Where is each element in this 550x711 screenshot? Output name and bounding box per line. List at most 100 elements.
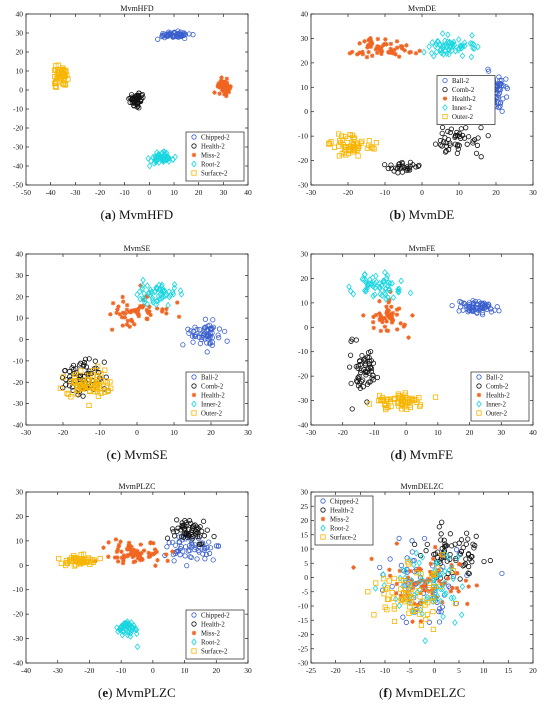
x-tick-label: 5 — [457, 666, 461, 675]
point-miss-2 — [141, 548, 147, 553]
y-tick-label: 10 — [16, 314, 24, 323]
point-miss-2 — [394, 581, 399, 587]
point-comb-2 — [359, 378, 365, 385]
legend: Ball-2 Comb-2 Health-2 Inner-2 Outer-2 — [436, 75, 496, 125]
chart-panel-e: MvmPLZC -40 -30 -20 -10 0 10 20 30 -40 -30 -20 -10 0 1… — [0, 478, 265, 710]
point-miss-2 — [220, 87, 225, 93]
point-chipped-2 — [453, 547, 460, 553]
point-health-2 — [396, 54, 402, 59]
legend-marker — [191, 170, 197, 176]
point-health-2 — [435, 554, 441, 561]
y-tick-label: -5 — [302, 587, 308, 596]
point-inner-2 — [144, 300, 150, 308]
point-comb-2 — [86, 356, 92, 362]
point-outer-2 — [85, 372, 91, 378]
y-tick-label: -10 — [298, 602, 308, 611]
point-miss-2 — [132, 559, 138, 564]
point-ball-2 — [222, 328, 228, 335]
legend: Ball-2 Comb-2 Health-2 Inner-2 Outer-2 — [470, 371, 530, 422]
point-surface-2 — [427, 587, 433, 593]
point-health-2 — [379, 316, 385, 322]
point-miss-2 — [131, 559, 136, 565]
point-comb-2 — [432, 141, 439, 147]
point-inner-2 — [144, 282, 150, 290]
point-root-2 — [127, 621, 133, 629]
point-health-2 — [181, 526, 187, 532]
point-miss-2 — [225, 85, 230, 90]
point-ball-2 — [208, 326, 214, 333]
point-root-2 — [163, 155, 169, 163]
point-ball-2 — [503, 76, 509, 82]
point-miss-2 — [118, 539, 123, 544]
point-health-2 — [164, 306, 169, 312]
point-outer-2 — [73, 371, 79, 378]
point-chipped-2 — [436, 619, 443, 625]
point-miss-2 — [463, 578, 469, 583]
point-root-2 — [402, 574, 408, 582]
point-health-2 — [439, 519, 445, 525]
point-health-2 — [375, 44, 380, 49]
point-health-2 — [110, 300, 116, 306]
point-health-2 — [381, 42, 386, 48]
point-root-2 — [148, 157, 154, 165]
point-miss-2 — [422, 588, 427, 593]
point-surface-2 — [391, 603, 398, 609]
point-inner-2 — [370, 274, 376, 282]
point-miss-2 — [220, 79, 225, 84]
point-health-2 — [160, 307, 165, 312]
point-surface-2 — [435, 565, 441, 571]
point-miss-2 — [114, 549, 120, 555]
point-root-2 — [372, 584, 379, 592]
point-health-2 — [164, 311, 169, 316]
legend-marker — [476, 374, 482, 380]
y-tick-label: -30 — [13, 399, 23, 408]
point-health-2 — [357, 41, 362, 46]
x-tick-label: 0 — [404, 428, 408, 437]
y-tick-label: 20 — [301, 274, 309, 283]
point-surface-2 — [64, 560, 71, 567]
point-health-2 — [438, 531, 444, 537]
point-inner-2 — [439, 30, 446, 38]
point-health-2 — [389, 304, 394, 310]
point-surface-2 — [429, 572, 435, 579]
point-surface-2 — [381, 576, 387, 582]
point-health-2 — [129, 319, 135, 324]
point-chipped-2 — [172, 542, 178, 548]
point-chipped-2 — [203, 551, 210, 558]
point-ball-2 — [191, 333, 197, 339]
point-chipped-2 — [176, 34, 182, 40]
x-tick-label: -40 — [46, 188, 56, 197]
point-root-2 — [126, 624, 132, 632]
point-miss-2 — [434, 595, 440, 600]
point-miss-2 — [165, 558, 170, 564]
point-ball-2 — [497, 101, 503, 107]
point-health-2 — [379, 49, 385, 54]
point-comb-2 — [478, 125, 484, 131]
point-chipped-2 — [210, 557, 216, 563]
point-inner-2 — [429, 49, 435, 57]
point-miss-2 — [130, 554, 136, 560]
point-miss-2 — [137, 553, 143, 558]
point-health-2 — [392, 47, 397, 53]
point-comb-2 — [353, 363, 359, 370]
point-chipped-2 — [387, 556, 393, 562]
point-inner-2 — [367, 276, 373, 284]
point-root-2 — [400, 566, 406, 574]
y-tick-label: 10 — [301, 545, 309, 554]
point-comb-2 — [347, 364, 353, 370]
scatter-points — [57, 276, 230, 409]
point-surface-2 — [60, 81, 66, 87]
point-root-2 — [406, 556, 413, 564]
point-inner-2 — [437, 46, 443, 54]
y-tick-label: 30 — [301, 250, 309, 259]
point-surface-2 — [398, 577, 404, 583]
point-miss-2 — [412, 601, 417, 607]
x-tick-label: 20 — [466, 428, 474, 437]
point-health-2 — [390, 49, 395, 54]
point-surface-2 — [72, 554, 79, 561]
point-comb-2 — [473, 150, 480, 156]
point-health-2 — [384, 310, 389, 316]
point-chipped-2 — [409, 538, 415, 544]
point-ball-2 — [495, 94, 501, 101]
point-miss-2 — [418, 567, 424, 572]
